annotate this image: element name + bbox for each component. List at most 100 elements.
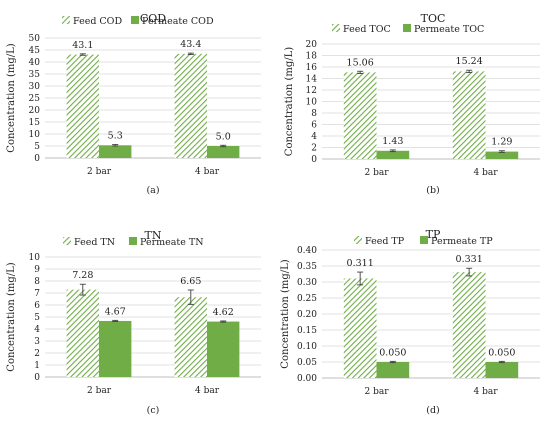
y-tick-label: 20 [306, 40, 318, 50]
legend-label: Permeate TP [431, 236, 493, 247]
data-label: 5.3 [108, 131, 123, 142]
bar-feed-cod-2-bar [66, 54, 99, 159]
y-tick-label: 30 [29, 82, 41, 92]
data-label: 7.28 [72, 270, 93, 281]
y-tick-label: 45 [29, 46, 41, 56]
bar-feed-cod-4-bar [174, 53, 207, 159]
y-tick-label: 5 [34, 313, 40, 323]
legend-label: Permeate COD [142, 16, 214, 27]
y-tick-label: 18 [306, 52, 318, 62]
x-tick-label: 2 bar [87, 167, 112, 177]
chart-title: TP [426, 228, 441, 241]
y-tick-label: 0 [311, 155, 317, 165]
panel-caption: (a) [146, 185, 159, 196]
legend-swatch [403, 24, 411, 32]
data-label: 43.4 [180, 39, 201, 50]
bar-permeate-toc-4-bar [485, 151, 519, 159]
x-tick-label: 4 bar [473, 168, 498, 178]
data-label: 5.0 [216, 131, 231, 142]
legend-label: Feed TN [74, 237, 115, 248]
legend-swatch [332, 24, 340, 32]
x-tick-label: 4 bar [195, 167, 220, 177]
x-tick-label: 2 bar [87, 386, 112, 396]
y-tick-label: 4 [34, 325, 40, 335]
bar-feed-tn-2-bar [66, 289, 99, 377]
y-tick-label: 25 [29, 94, 41, 104]
chart-panel-tp: 0.00 0.05 0.10 0.15 0.20 0.25 0.30 0.35 0.40 0.31… [280, 228, 540, 416]
data-label: 0.311 [347, 258, 374, 269]
y-tick-label: 3 [34, 337, 40, 347]
chart-title: TN [145, 229, 162, 242]
bar-feed-tn-4-bar [174, 297, 207, 377]
legend-swatch [420, 236, 428, 244]
y-tick-label: 16 [306, 63, 318, 73]
bar-permeate-toc-2-bar [376, 150, 410, 159]
y-tick-label: 8 [311, 109, 317, 119]
bar-permeate-tp-2-bar [376, 362, 410, 378]
y-tick-label: 10 [29, 130, 41, 140]
y-tick-label: 0.30 [297, 278, 317, 288]
legend-swatch [129, 237, 137, 245]
data-label: 15.06 [347, 57, 374, 68]
y-axis-label: Concentration (mg/L) [284, 47, 295, 156]
y-tick-label: 6 [34, 301, 40, 311]
y-tick-label: 50 [29, 34, 41, 44]
chart-panel-tn: 0 1 2 3 4 5 6 7 8 9 10 7.28 4.67 2 bar 6.65 4.62 4 bar TN… [6, 229, 261, 416]
y-tick-label: 6 [311, 121, 317, 131]
y-tick-label: 0.05 [297, 358, 317, 368]
bar-feed-toc-2-bar [343, 72, 377, 159]
y-tick-label: 0 [34, 154, 40, 164]
y-tick-label: 2 [34, 349, 40, 359]
legend-swatch [354, 236, 362, 244]
legend-label: Permeate TN [140, 237, 204, 248]
data-label: 0.331 [456, 254, 483, 265]
y-axis-label: Concentration (mg/L) [280, 259, 291, 368]
y-axis-label: Concentration (mg/L) [6, 262, 17, 371]
panel-caption: (b) [426, 185, 440, 196]
legend-swatch [131, 16, 139, 24]
bar-feed-tp-4-bar [452, 272, 486, 378]
y-tick-label: 0.35 [297, 262, 317, 272]
y-tick-label: 5 [34, 142, 40, 152]
y-tick-label: 40 [29, 58, 41, 68]
bar-permeate-cod-4-bar [207, 146, 240, 158]
y-tick-label: 0.20 [297, 310, 317, 320]
y-tick-label: 0 [34, 373, 40, 383]
data-label: 4.62 [213, 307, 234, 318]
data-label: 0.050 [379, 347, 406, 358]
x-tick-label: 2 bar [364, 168, 389, 178]
y-tick-label: 2 [311, 144, 317, 154]
legend-label: Feed COD [73, 16, 122, 27]
y-axis-label: Concentration (mg/L) [6, 43, 17, 152]
bar-feed-tp-2-bar [343, 278, 377, 378]
data-label: 0.050 [488, 347, 515, 358]
panel-caption: (d) [426, 405, 440, 416]
y-tick-label: 0.10 [297, 342, 317, 352]
bar-feed-toc-4-bar [452, 71, 486, 159]
chart-panel-cod: 0 5 10 15 20 25 30 35 40 45 50 43.1 5.3 2 bar 43.4 5.0 4… [6, 12, 261, 196]
data-label: 43.1 [72, 40, 93, 51]
bar-permeate-cod-2-bar [99, 145, 132, 158]
legend-swatch [63, 237, 71, 245]
x-tick-label: 4 bar [473, 387, 498, 397]
y-tick-label: 10 [306, 98, 318, 108]
chart-title: COD [140, 12, 166, 25]
x-tick-label: 2 bar [364, 387, 389, 397]
bar-permeate-tn-2-bar [99, 320, 132, 377]
y-tick-label: 1 [34, 361, 40, 371]
y-tick-label: 14 [306, 75, 318, 85]
bar-permeate-tn-4-bar [207, 321, 240, 377]
data-label: 1.43 [382, 136, 403, 147]
y-tick-label: 12 [306, 86, 317, 96]
data-label: 1.29 [491, 137, 512, 148]
y-tick-label: 7 [34, 289, 40, 299]
y-tick-label: 15 [29, 118, 41, 128]
y-tick-label: 9 [34, 265, 40, 275]
y-tick-label: 10 [29, 253, 41, 263]
legend-label: Feed TOC [343, 24, 391, 35]
y-tick-label: 0.25 [297, 294, 317, 304]
y-tick-label: 20 [29, 106, 41, 116]
data-label: 15.24 [456, 56, 483, 67]
